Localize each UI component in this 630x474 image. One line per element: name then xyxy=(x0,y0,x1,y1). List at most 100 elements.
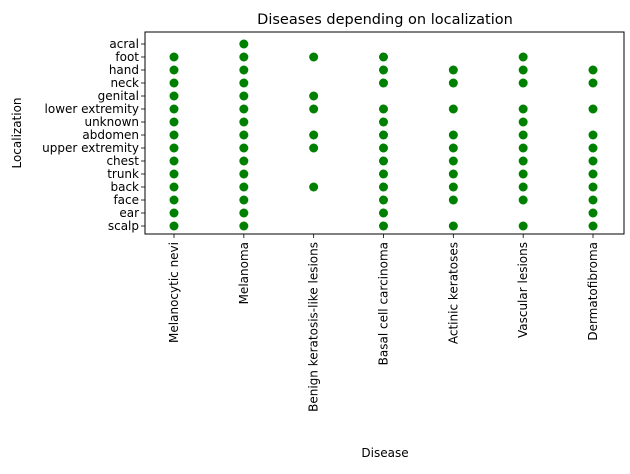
data-point-dermatofibroma-chest xyxy=(588,156,598,166)
data-point-dermatofibroma-trunk xyxy=(588,169,598,179)
data-point-dermatofibroma-hand xyxy=(588,65,598,75)
y-tick-label-scalp: scalp xyxy=(108,219,139,233)
data-point-melanoma-lower-extremity xyxy=(239,104,249,114)
y-tick-label-abdomen: abdomen xyxy=(82,128,139,142)
data-point-melanoma-scalp xyxy=(239,221,249,231)
y-tick-label-unknown: unknown xyxy=(84,115,139,129)
data-point-melanocytic-nevi-hand xyxy=(169,65,179,75)
data-point-melanocytic-nevi-scalp xyxy=(169,221,179,231)
data-point-basal-cell-carcinoma-face xyxy=(379,195,388,205)
data-point-melanocytic-nevi-abdomen xyxy=(169,130,179,140)
y-tick-label-genital: genital xyxy=(98,89,139,103)
data-point-melanoma-abdomen xyxy=(239,130,249,140)
plot-area-frame xyxy=(144,31,625,235)
data-point-melanocytic-nevi-back xyxy=(169,182,179,192)
x-axis-ticks: Melanocytic nevi Melanoma Benign keratosis… xyxy=(167,234,600,412)
data-point-vascular-lesions-foot xyxy=(518,52,528,62)
data-point-melanoma-unknown xyxy=(239,117,249,127)
y-tick-label-lower-extremity: lower extremity xyxy=(45,102,139,116)
x-tick-label-dermatofibroma: Dermatofibroma xyxy=(586,242,600,341)
data-point-melanoma-face xyxy=(239,195,249,205)
data-point-vascular-lesions-scalp xyxy=(518,221,528,231)
y-tick-label-upper-extremity: upper extremity xyxy=(42,141,139,155)
chart-title: Diseases depending on localization xyxy=(257,12,513,28)
y-tick-label-trunk: trunk xyxy=(107,167,139,181)
data-point-melanoma-trunk xyxy=(239,169,249,179)
data-point-basal-cell-carcinoma-back xyxy=(379,182,388,192)
data-point-basal-cell-carcinoma-trunk xyxy=(379,169,388,179)
y-tick-label-acral: acral xyxy=(109,37,139,51)
y-tick-label-chest: chest xyxy=(106,154,139,168)
y-axis-label: Localization xyxy=(10,97,24,168)
data-point-actinic-keratoses-upper-extremity xyxy=(448,143,458,153)
data-point-actinic-keratoses-face xyxy=(448,195,458,205)
data-point-dermatofibroma-neck xyxy=(588,78,598,88)
data-point-actinic-keratoses-hand xyxy=(448,65,458,75)
x-tick-label-benign-keratosis-like-lesions: Benign keratosis-like lesions xyxy=(307,242,321,412)
data-point-basal-cell-carcinoma-neck xyxy=(379,78,388,88)
data-point-basal-cell-carcinoma-foot xyxy=(379,52,388,62)
data-point-actinic-keratoses-abdomen xyxy=(448,130,458,140)
x-tick-label-actinic-keratoses: Actinic keratoses xyxy=(446,242,460,344)
y-tick-label-back: back xyxy=(110,180,139,194)
data-point-melanocytic-nevi-ear xyxy=(169,208,179,218)
x-tick-label-basal-cell-carcinoma: Basal cell carcinoma xyxy=(377,242,391,365)
data-point-vascular-lesions-back xyxy=(518,182,528,192)
data-point-dermatofibroma-face xyxy=(588,195,598,205)
data-point-melanocytic-nevi-upper-extremity xyxy=(169,143,179,153)
y-tick-label-neck: neck xyxy=(110,76,139,90)
data-point-melanoma-genital xyxy=(239,91,249,101)
data-point-melanocytic-nevi-face xyxy=(169,195,179,205)
data-point-basal-cell-carcinoma-abdomen xyxy=(379,130,388,140)
data-point-dermatofibroma-upper-extremity xyxy=(588,143,598,153)
data-point-melanocytic-nevi-trunk xyxy=(169,169,179,179)
data-point-melanocytic-nevi-lower-extremity xyxy=(169,104,179,114)
data-point-vascular-lesions-chest xyxy=(518,156,528,166)
data-point-melanocytic-nevi-neck xyxy=(169,78,179,88)
data-point-actinic-keratoses-neck xyxy=(448,78,458,88)
x-axis-label: Disease xyxy=(361,446,408,460)
data-point-melanoma-back xyxy=(239,182,249,192)
data-point-actinic-keratoses-back xyxy=(448,182,458,192)
x-tick-label-melanoma: Melanoma xyxy=(237,242,251,304)
data-point-vascular-lesions-trunk xyxy=(518,169,528,179)
y-tick-label-hand: hand xyxy=(109,63,139,77)
data-point-basal-cell-carcinoma-lower-extremity xyxy=(379,104,388,114)
data-point-melanoma-neck xyxy=(239,78,249,88)
data-point-basal-cell-carcinoma-scalp xyxy=(379,221,388,231)
data-point-basal-cell-carcinoma-unknown xyxy=(379,117,388,127)
data-point-melanocytic-nevi-chest xyxy=(169,156,179,166)
data-points xyxy=(169,39,598,231)
data-point-basal-cell-carcinoma-hand xyxy=(379,65,388,75)
data-point-melanoma-ear xyxy=(239,208,249,218)
data-point-basal-cell-carcinoma-ear xyxy=(379,208,388,218)
data-point-dermatofibroma-lower-extremity xyxy=(588,104,598,114)
y-tick-label-foot: foot xyxy=(115,50,139,64)
data-point-basal-cell-carcinoma-upper-extremity xyxy=(379,143,388,153)
data-point-vascular-lesions-abdomen xyxy=(518,130,528,140)
data-point-melanoma-acral xyxy=(239,39,249,49)
data-point-actinic-keratoses-trunk xyxy=(448,169,458,179)
data-point-benign-keratosis-like-lesions-genital xyxy=(309,91,319,101)
data-point-actinic-keratoses-scalp xyxy=(448,221,458,231)
data-point-vascular-lesions-hand xyxy=(518,65,528,75)
data-point-benign-keratosis-like-lesions-back xyxy=(309,182,319,192)
data-point-melanoma-foot xyxy=(239,52,249,62)
data-point-benign-keratosis-like-lesions-lower-extremity xyxy=(309,104,319,114)
data-point-melanoma-upper-extremity xyxy=(239,143,249,153)
data-point-vascular-lesions-face xyxy=(518,195,528,205)
data-point-melanocytic-nevi-genital xyxy=(169,91,179,101)
data-point-melanoma-chest xyxy=(239,156,249,166)
x-tick-label-vascular-lesions: Vascular lesions xyxy=(516,242,530,338)
x-tick-label-melanocytic-nevi: Melanocytic nevi xyxy=(167,242,181,343)
y-tick-label-ear: ear xyxy=(119,206,139,220)
data-point-benign-keratosis-like-lesions-upper-extremity xyxy=(309,143,319,153)
data-point-basal-cell-carcinoma-chest xyxy=(379,156,388,166)
data-point-benign-keratosis-like-lesions-abdomen xyxy=(309,130,319,140)
y-tick-label-face: face xyxy=(113,193,139,207)
data-point-benign-keratosis-like-lesions-foot xyxy=(309,52,319,62)
data-point-vascular-lesions-upper-extremity xyxy=(518,143,528,153)
